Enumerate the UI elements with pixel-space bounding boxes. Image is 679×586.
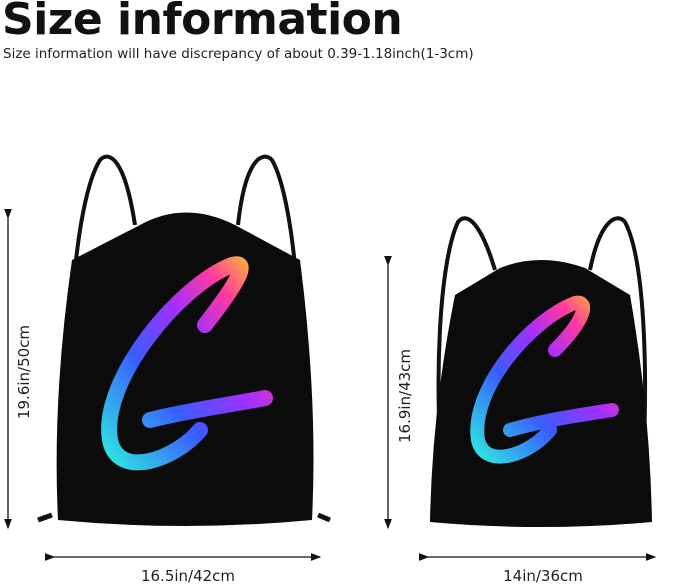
letter-g-graphic (470, 295, 619, 464)
small-bag-height-label: 16.9in/43cm (396, 348, 414, 444)
letter-g-graphic (101, 256, 273, 471)
large-bag-height-label: 19.6in/50cm (15, 324, 33, 420)
small-bag-width-label: 14in/36cm (503, 567, 583, 585)
large-bag-width-label: 16.5in/42cm (140, 567, 236, 585)
page-title: Size information (2, 0, 403, 45)
large-bag (37, 154, 331, 526)
small-bag (430, 216, 652, 527)
size-disclaimer: Size information will have discrepancy o… (3, 46, 474, 62)
